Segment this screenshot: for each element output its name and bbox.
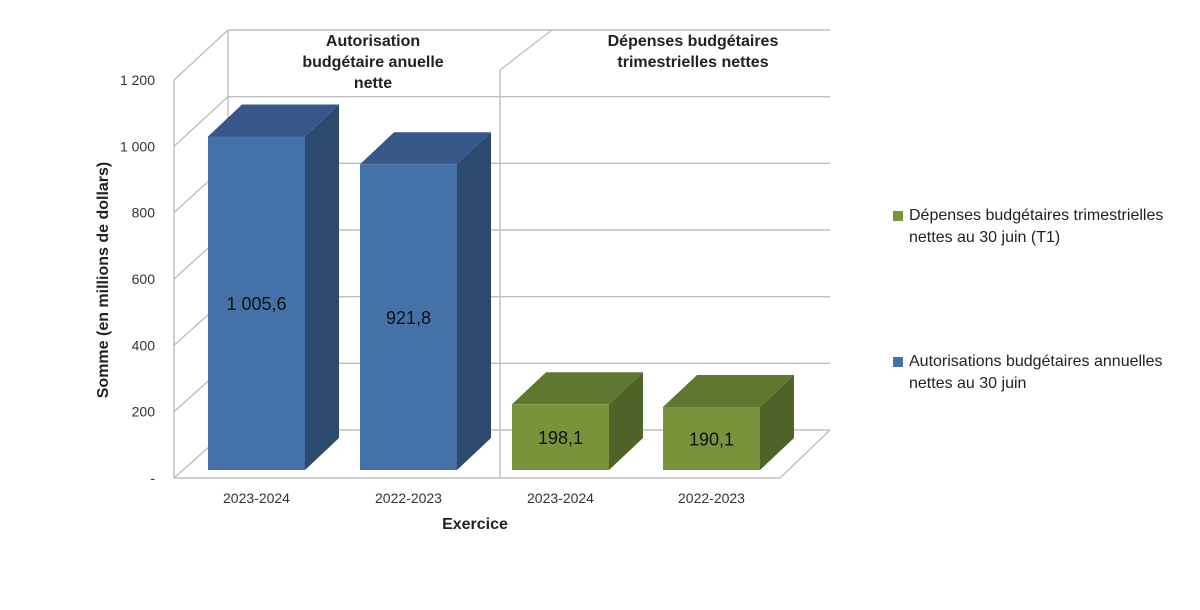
legend-label-depenses: Dépenses budgétaires trimestrielles nett…	[909, 207, 1164, 246]
y-axis-ticks: - 200 400 600 800 1 000 1 200	[120, 72, 155, 486]
bar-top-0	[208, 104, 339, 137]
legend-item-autorisations: Autorisations budgétaires annuelles nett…	[893, 351, 1183, 395]
bar-side-2	[609, 372, 643, 470]
x-axis-title: Exercice	[442, 516, 508, 533]
panel-label-0-line-1: budgétaire anuelle	[302, 54, 443, 71]
bar-value-label-3: 190,1	[689, 429, 734, 449]
bar-front-2	[512, 404, 609, 470]
bar-side-1	[457, 132, 491, 471]
bar-0: 1 005,6	[208, 104, 339, 470]
gridline-side-5	[173, 96, 229, 147]
bar-1: 921,8	[360, 132, 491, 471]
x-tick-label-1: 2022-2023	[375, 490, 442, 506]
y-tick-label-5: 1 000	[120, 138, 155, 154]
bar-front-3	[663, 406, 760, 470]
y-tick-label-1: 200	[132, 404, 156, 420]
bar-front-0	[208, 136, 305, 470]
bar-top-3	[663, 374, 794, 407]
bar-value-label-2: 198,1	[538, 428, 583, 448]
bar-side-0	[305, 104, 339, 470]
bar-top-1	[360, 132, 491, 165]
x-tick-label-0: 2023-2024	[223, 490, 290, 506]
y-tick-label-0: -	[150, 470, 155, 486]
legend-swatch-autorisations	[893, 357, 903, 367]
chart-bars: 1 005,6 921,8 198,1 190,1	[208, 104, 794, 471]
floor-right-edge	[779, 429, 831, 479]
bar-3: 190,1	[663, 374, 794, 470]
bar-front-1	[360, 164, 457, 471]
y-tick-label-4: 800	[132, 205, 156, 221]
bar-value-label-1: 921,8	[386, 308, 431, 328]
x-axis-ticks: 2023-2024 2022-2023 2023-2024 2022-2023	[223, 490, 745, 506]
panel-labels: Autorisation budgétaire anuelle nette Dépen…	[302, 33, 778, 92]
panel-label-0-line-2: nette	[354, 75, 392, 92]
panel-label-0-line-0: Autorisation	[326, 33, 420, 50]
y-tick-label-3: 600	[132, 271, 156, 287]
x-tick-label-3: 2022-2023	[678, 490, 745, 506]
bar-value-label-0: 1 005,6	[226, 294, 286, 314]
bar-2: 198,1	[512, 372, 643, 470]
chart-legend: Dépenses budgétaires trimestrielles nett…	[893, 205, 1183, 395]
panel-divider-top	[499, 29, 553, 71]
y-tick-label-2: 400	[132, 337, 156, 353]
y-axis-title: Somme (en millions de dollars)	[95, 162, 112, 399]
y-tick-label-6: 1 200	[120, 72, 155, 88]
legend-swatch-depenses	[893, 211, 903, 221]
x-tick-label-2: 2023-2024	[527, 490, 594, 506]
legend-item-depenses: Dépenses budgétaires trimestrielles nett…	[893, 205, 1183, 249]
gridline-side-6	[173, 29, 229, 81]
legend-label-autorisations: Autorisations budgétaires annuelles nett…	[909, 353, 1163, 392]
bar-top-2	[512, 372, 643, 405]
panel-label-1-line-1: trimestrielles nettes	[617, 54, 768, 71]
panel-label-1-line-0: Dépenses budgétaires	[608, 33, 779, 50]
bar-side-3	[760, 374, 794, 470]
